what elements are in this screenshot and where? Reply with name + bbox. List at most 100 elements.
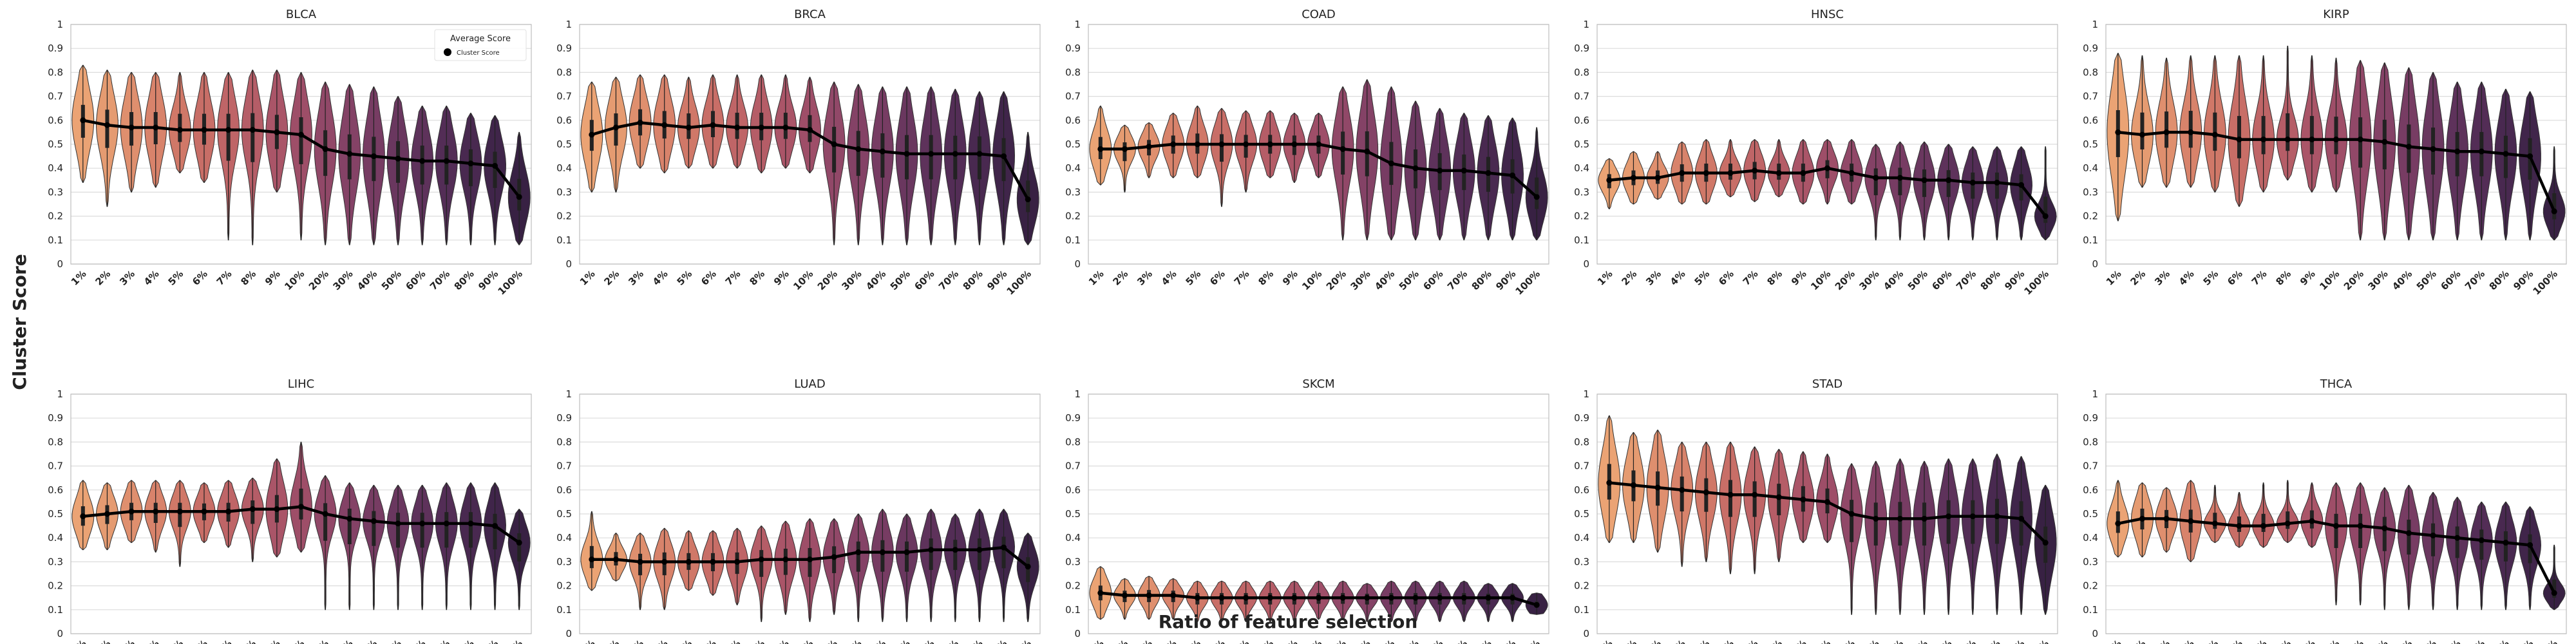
x-tick-label: 1% (578, 638, 598, 644)
legend-entry: Cluster Score (457, 50, 500, 57)
violin-box (1873, 168, 1878, 196)
average-point (1510, 594, 1516, 601)
y-tick-label: 0.5 (1065, 508, 1081, 520)
average-point (1606, 480, 1613, 486)
x-tick-label: 40% (1372, 268, 1397, 292)
violin-box (1341, 131, 1345, 175)
average-point (1243, 141, 1249, 147)
violin-box (468, 512, 473, 548)
average-point (128, 124, 135, 131)
violin-box (1898, 167, 1902, 196)
average-point (685, 558, 692, 565)
y-tick-label: 0.1 (2083, 234, 2098, 246)
x-tick-label: 8% (1256, 638, 1276, 644)
x-tick-label: 80% (1978, 268, 2003, 292)
panel-title: KIRP (2323, 8, 2349, 21)
average-point (904, 151, 910, 157)
average-point (2163, 515, 2170, 522)
average-point (1630, 175, 1636, 181)
x-tick-label: 30% (330, 638, 355, 644)
panel-frame (1596, 393, 2058, 634)
average-point (1969, 513, 1976, 520)
average-point (1752, 491, 1758, 498)
average-point (2115, 129, 2121, 135)
average-point (1776, 494, 1782, 500)
y-tick-label: 0.5 (1574, 138, 1589, 150)
average-point (443, 158, 450, 164)
x-tick-label: 60% (403, 268, 428, 292)
x-tick-label: 60% (2438, 638, 2463, 644)
x-tick-label: 5% (1692, 268, 1712, 288)
y-tick-label: 0.2 (1574, 211, 1589, 222)
violin-box (251, 113, 255, 162)
violin-box (1994, 172, 1999, 199)
average-point (1800, 497, 1806, 503)
violin-box (2431, 523, 2436, 556)
y-tick-label: 0.4 (48, 532, 63, 544)
panel-thca: 0 0.1 0.2 0.3 0.4 0.5 0.6 0.7 0.8 0.9 1 THCA 1% 2% 3% 4… (2083, 377, 2567, 644)
violin-box (1898, 502, 1902, 546)
x-tick-label: 4% (2177, 638, 2197, 644)
y-tick-label: 0.9 (1065, 412, 1081, 424)
average-point (2551, 208, 2557, 214)
y-tick-label: 0.4 (2083, 162, 2098, 174)
average-point (1437, 167, 1443, 174)
y-tick-label: 1 (57, 388, 63, 400)
average-point (2382, 525, 2388, 531)
average-point (1340, 146, 1346, 152)
average-point (2211, 520, 2218, 527)
average-point (807, 127, 813, 133)
x-tick-label: 2% (1111, 268, 1131, 288)
y-tick-label: 0.2 (1065, 211, 1081, 222)
x-tick-label: 9% (772, 638, 791, 644)
x-tick-label: 30% (839, 638, 864, 644)
x-tick-label: 60% (912, 638, 936, 644)
average-point (589, 556, 595, 563)
x-tick-label: 2% (1620, 268, 1640, 288)
y-tick-label: 0.5 (2083, 508, 2098, 520)
y-tick-label: 0.7 (1574, 460, 1589, 472)
y-tick-label: 0.3 (48, 186, 63, 198)
x-tick-label: 20% (815, 638, 840, 644)
violin-box (2286, 113, 2290, 151)
x-tick-label: 4% (650, 638, 670, 644)
panel-title: STAD (1812, 377, 1842, 391)
y-tick-label: 0.6 (1574, 484, 1589, 496)
y-tick-label: 0.8 (1574, 66, 1589, 78)
x-tick-label: 5% (674, 638, 694, 644)
y-tick-label: 0 (57, 628, 63, 639)
average-point (298, 504, 304, 510)
x-tick-label: 70% (428, 268, 452, 292)
x-tick-label: 50% (1397, 268, 1421, 292)
violin-box (1922, 502, 1927, 546)
x-tick-label: 50% (1906, 638, 1930, 644)
x-tick-label: 10% (2317, 268, 2342, 292)
y-tick-label: 0.8 (48, 66, 63, 78)
y-tick-label: 0.5 (48, 138, 63, 150)
average-point (734, 558, 741, 565)
average-point (2405, 530, 2412, 536)
x-tick-label: 10% (791, 268, 815, 292)
average-point (153, 508, 159, 515)
x-tick-label: 20% (307, 638, 331, 644)
x-tick-label: 60% (1421, 268, 1445, 292)
x-tick-label: 7% (723, 638, 743, 644)
y-tick-label: 0.4 (1065, 162, 1081, 174)
average-point (1800, 170, 1806, 176)
violin-box (2503, 135, 2508, 178)
average-point (976, 151, 983, 157)
x-tick-label: 1% (578, 268, 598, 288)
x-tick-label: 20% (2342, 638, 2366, 644)
panel-title: LIHC (288, 377, 314, 391)
panel-frame (579, 24, 1041, 265)
x-tick-label: 1% (1595, 268, 1615, 288)
x-tick-label: 5% (166, 638, 185, 644)
average-point (201, 508, 207, 515)
panel-title: COAD (1302, 8, 1336, 21)
x-tick-label: 1% (1086, 268, 1106, 288)
violin-box (105, 109, 109, 148)
x-tick-label: 2% (93, 638, 113, 644)
y-tick-label: 0.9 (1065, 43, 1081, 54)
x-tick-label: 3% (1643, 638, 1663, 644)
